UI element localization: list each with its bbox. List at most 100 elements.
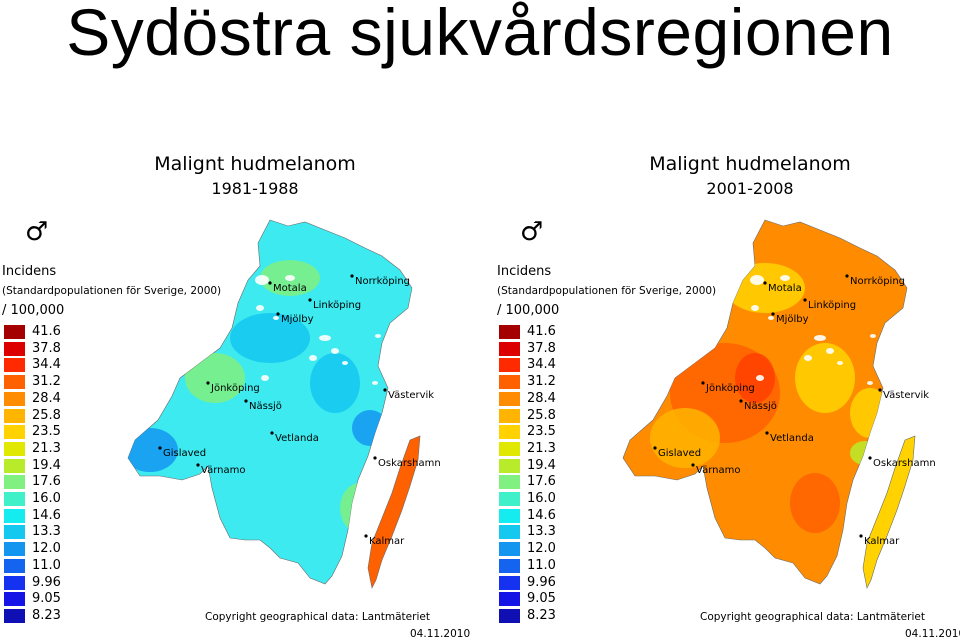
legend-title: Incidens xyxy=(497,264,552,279)
place-label: Nässjö xyxy=(249,401,282,412)
place-label: Mjölby xyxy=(281,314,314,325)
legend-swatch xyxy=(499,441,520,456)
lake xyxy=(375,334,381,338)
legend-entry: 17.6 xyxy=(4,474,94,491)
map-date: 04.11.2010 xyxy=(410,628,471,640)
legend-entry: 21.3 xyxy=(499,441,589,458)
place-marker xyxy=(859,534,863,538)
legend-value: 28.4 xyxy=(527,390,556,406)
place-marker xyxy=(276,312,280,316)
legend-entry: 28.4 xyxy=(4,391,94,408)
map-title: Malignt hudmelanom xyxy=(154,153,356,175)
place-marker xyxy=(763,281,767,285)
legend-entry: 8.23 xyxy=(499,608,589,625)
legend-swatch xyxy=(4,425,25,440)
legend-swatch xyxy=(499,525,520,540)
map-date: 04.11.2010 xyxy=(905,628,960,640)
legend-entry: 11.0 xyxy=(499,558,589,575)
legend-swatch xyxy=(4,558,25,573)
place-marker xyxy=(653,446,657,450)
lake xyxy=(372,381,378,385)
lake xyxy=(256,305,264,311)
legend-entry: 13.3 xyxy=(499,524,589,541)
legend-value: 16.0 xyxy=(527,491,556,506)
legend-value: 28.4 xyxy=(32,390,61,406)
legend-value: 14.6 xyxy=(32,507,61,523)
oland-island xyxy=(367,435,421,589)
lake xyxy=(319,335,331,341)
choropleth-map: Motala Norrköping Linköping Mjölby Jönköping… xyxy=(127,219,441,589)
legend-swatch xyxy=(499,542,520,557)
legend-swatch xyxy=(4,358,25,373)
legend-value: 34.4 xyxy=(32,357,61,373)
legend-entry: 21.3 xyxy=(4,441,94,458)
place-label: Vetlanda xyxy=(275,433,319,444)
incidence-zones xyxy=(650,263,890,533)
place-marker xyxy=(364,534,368,538)
legend-value: 9.05 xyxy=(32,591,61,607)
incidence-zone xyxy=(795,343,855,413)
legend-value: 21.3 xyxy=(527,440,556,456)
place-marker xyxy=(845,274,849,278)
legend-value: 8.23 xyxy=(527,607,556,623)
oland-island xyxy=(862,435,916,589)
legend-entry: 31.2 xyxy=(4,374,94,391)
legend-swatch xyxy=(499,592,520,607)
legend-entry: 16.0 xyxy=(499,491,589,508)
legend-swatch xyxy=(499,358,520,373)
male-symbol-icon: ♂ xyxy=(25,217,49,247)
lake xyxy=(273,316,279,320)
place-marker xyxy=(771,312,775,316)
legend-entry: 41.6 xyxy=(4,324,94,341)
legend-entry: 37.8 xyxy=(4,341,94,358)
place-label: Gislaved xyxy=(658,448,701,459)
map-panel-1981-1988: Malignt hudmelanom 1981-1988 ♂ Incidens … xyxy=(0,140,470,643)
legend-entry: 9.96 xyxy=(499,575,589,592)
legend-value: 41.6 xyxy=(32,324,61,339)
legend-entry: 9.96 xyxy=(4,575,94,592)
place-label: Västervik xyxy=(883,390,929,401)
legend-swatch xyxy=(4,341,25,356)
copyright-text: Copyright geographical data: Lantmäterie… xyxy=(700,611,925,623)
place-marker xyxy=(268,281,272,285)
legend-swatch xyxy=(4,542,25,557)
legend-entry: 19.4 xyxy=(4,458,94,475)
legend-entry: 14.6 xyxy=(4,508,94,525)
place-label: Mjölby xyxy=(776,314,809,325)
legend-swatch xyxy=(499,508,520,523)
legend-value: 12.0 xyxy=(527,541,556,557)
lake xyxy=(814,335,826,341)
legend-entry: 34.4 xyxy=(499,357,589,374)
place-label: Värnamo xyxy=(696,465,740,476)
legend-swatch xyxy=(499,325,520,339)
place-marker xyxy=(383,388,387,392)
place-marker xyxy=(701,381,705,385)
legend-entry: 28.4 xyxy=(499,391,589,408)
lake xyxy=(261,375,269,381)
legend-entry: 14.6 xyxy=(499,508,589,525)
place-label: Gislaved xyxy=(163,448,206,459)
legend-value: 12.0 xyxy=(32,541,61,557)
legend-value: 25.8 xyxy=(527,407,556,423)
map-title: Malignt hudmelanom xyxy=(649,153,851,175)
legend-swatch xyxy=(499,408,520,423)
legend-swatch xyxy=(4,575,25,590)
incidence-zone xyxy=(185,353,245,403)
legend-entry: 17.6 xyxy=(499,474,589,491)
legend-swatch xyxy=(499,425,520,440)
place-label: Motala xyxy=(768,283,802,294)
lake xyxy=(309,355,317,361)
lake xyxy=(750,275,764,285)
place-label: Kalmar xyxy=(864,536,900,547)
lake xyxy=(255,275,269,285)
legend-value: 9.96 xyxy=(527,574,556,590)
mainland-region xyxy=(127,219,413,585)
legend-swatch xyxy=(4,508,25,523)
legend-entry: 9.05 xyxy=(499,591,589,608)
map-panel-2001-2008: Malignt hudmelanom 2001-2008 ♂ Incidens … xyxy=(495,140,960,643)
legend-swatch xyxy=(499,341,520,356)
legend-swatch xyxy=(4,458,25,473)
incidence-zone xyxy=(735,353,775,403)
incidence-zone xyxy=(352,410,388,446)
map-period: 1981-1988 xyxy=(211,179,299,198)
